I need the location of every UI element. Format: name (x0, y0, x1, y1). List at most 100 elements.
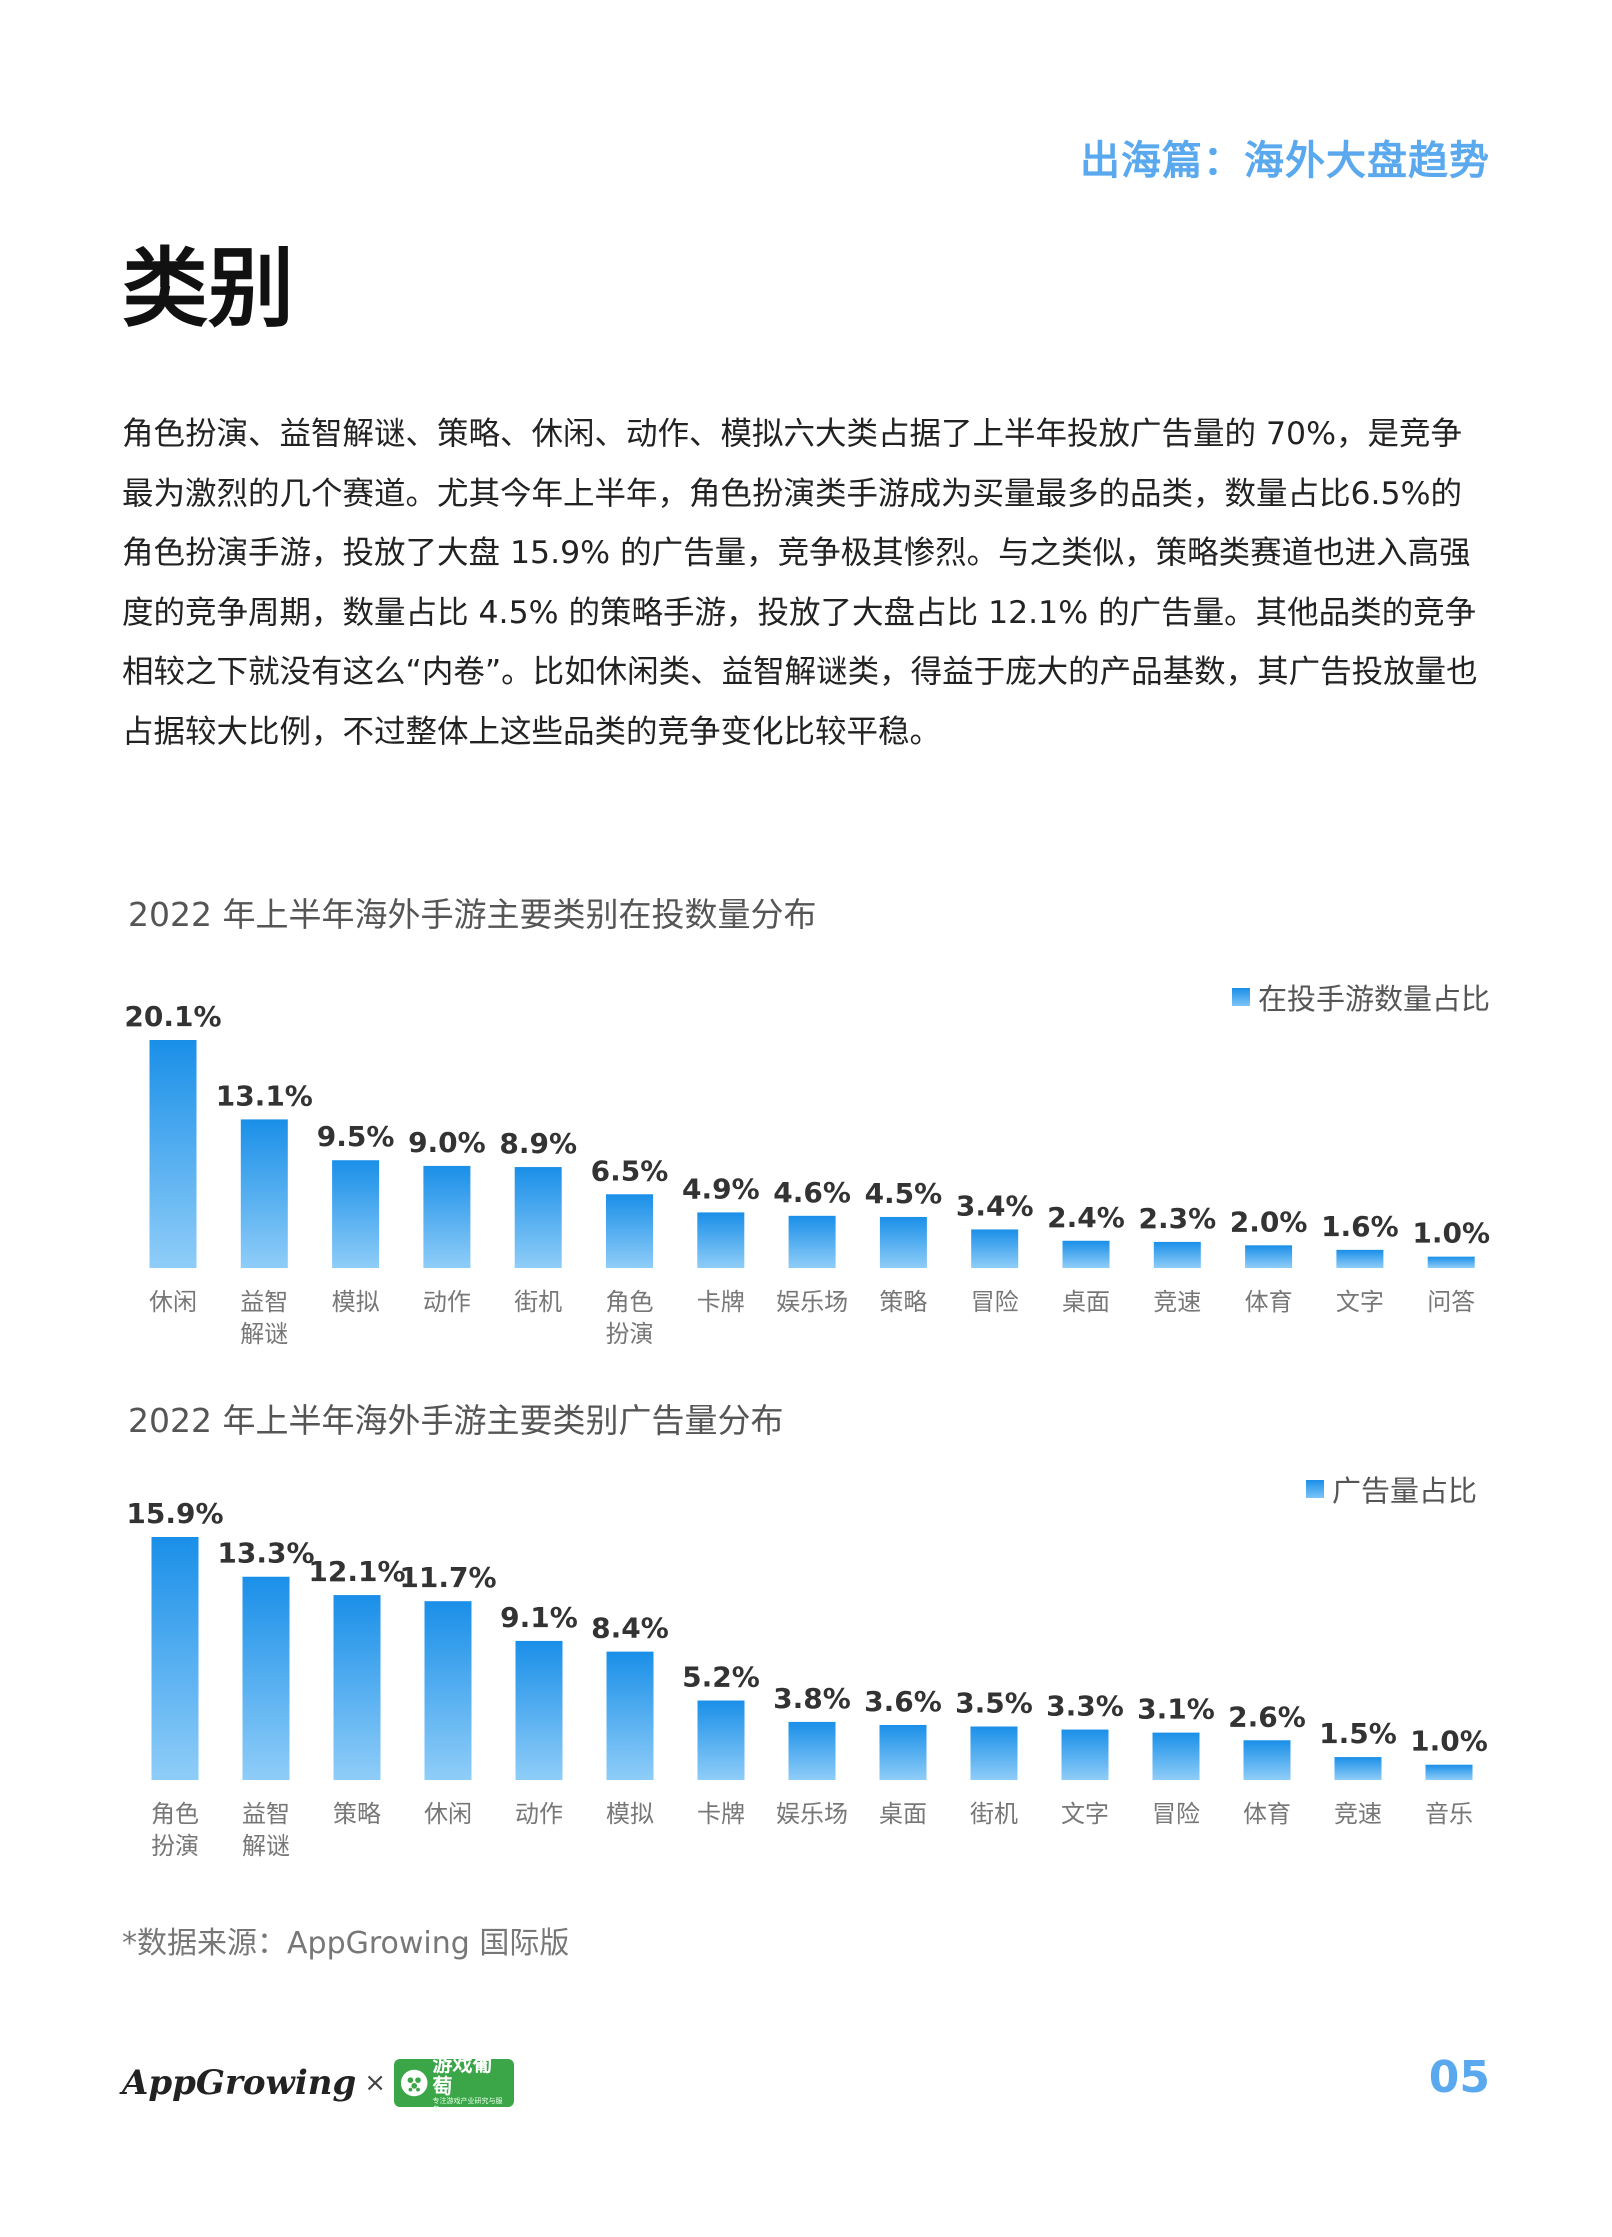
chart-1-category-label: 休闲 (149, 1288, 197, 1316)
chart-1-value-label: 1.6% (1321, 1210, 1399, 1243)
chart-1-bar (697, 1212, 745, 1268)
chart-1-category-label: 角色 (606, 1288, 654, 1316)
chart-2-category-label: 娱乐场 (776, 1800, 848, 1828)
chart-1-bar (1336, 1249, 1384, 1268)
chart-1-category-label: 问答 (1427, 1288, 1475, 1316)
chart-2-category-label: 益智 (242, 1800, 290, 1828)
chart-1-value-label: 13.1% (216, 1079, 313, 1112)
chart-1-category-label: 体育 (1245, 1288, 1293, 1316)
chart-2-value-label: 13.3% (217, 1537, 314, 1570)
chart-1-bar (423, 1165, 471, 1268)
source-note: *数据来源：AppGrowing 国际版 (122, 1926, 570, 1961)
chart-2-legend-label: 广告量占比 (1332, 1474, 1478, 1508)
chart-2-value-label: 15.9% (126, 1497, 223, 1530)
chart-2-block: 2022 年上半年海外手游主要类别广告量分布 广告量占比 15.9% 角色 扮演 13… (0, 1384, 1612, 1864)
chart-1-category-label: 策略 (879, 1288, 927, 1316)
times-sign: × (364, 2068, 387, 2098)
chart-2-category-label: 文字 (1061, 1800, 1109, 1828)
chart-1-bar (149, 1040, 197, 1268)
chart-2-legend: 广告量占比 (1306, 1468, 1477, 1510)
grape-icon (400, 2069, 428, 2097)
chart-1-bar (1062, 1240, 1110, 1268)
chart-1-category-label: 街机 (514, 1288, 562, 1316)
chart-1-legend-label: 在投手游数量占比 (1258, 982, 1491, 1016)
chart-2-svg: 15.9% 角色扮演 13.3% 益智解谜 12.1% 策略 11.7% 休闲 9.1% 动作 8.… (126, 1497, 1488, 1860)
chart-2-bar (606, 1651, 654, 1780)
chart-2-bar (1243, 1740, 1291, 1780)
footer-logo: AppGrowing × 游戏葡萄 专注游戏产业研究与服务 (122, 2053, 515, 2113)
chart-2-value-label: 3.8% (773, 1682, 851, 1715)
chart-2-title: 2022 年上半年海外手游主要类别广告量分布 (128, 1401, 784, 1440)
legend-swatch-icon (1306, 1480, 1324, 1498)
chart-1-svg: 20.1% 休闲 13.1% 益智解谜 9.5% 模拟 9.0% 动作 8.9% 街机 6.5% 角色… (124, 1000, 1490, 1348)
chart-1-category-label: 桌面 (1062, 1288, 1110, 1316)
chart-2-bar (333, 1595, 381, 1780)
chart-2-bar (970, 1726, 1018, 1780)
chart-1-category-label: 文字 (1336, 1288, 1384, 1316)
chart-1-value-label: 1.0% (1412, 1217, 1490, 1250)
page-number: 05 (1428, 2052, 1490, 2103)
chart-2-value-label: 3.3% (1046, 1690, 1124, 1723)
chart-1-bar (971, 1229, 1019, 1268)
chart-1-bar (1153, 1241, 1201, 1268)
section-tag: 出海篇：海外大盘趋势 (1080, 138, 1490, 184)
appgrowing-logo: AppGrowing (122, 2063, 357, 2103)
chart-2-category-label: 冒险 (1152, 1800, 1200, 1828)
chart-1-category-label: 冒险 (971, 1288, 1019, 1316)
chart-1-category-label: 娱乐场 (776, 1288, 848, 1316)
chart-1-bar (1245, 1245, 1293, 1268)
chart-1-value-label: 2.0% (1230, 1205, 1308, 1238)
chart-1-category-label: 解谜 (240, 1320, 288, 1348)
chart-2-bar (515, 1640, 563, 1780)
chart-1-value-label: 6.5% (591, 1154, 669, 1187)
chart-1-category-label: 模拟 (332, 1288, 380, 1316)
chart-1-category-label: 动作 (423, 1288, 471, 1316)
chart-2-category-label: 休闲 (424, 1800, 472, 1828)
chart-2-value-label: 12.1% (308, 1555, 405, 1588)
chart-1-value-label: 20.1% (124, 1000, 221, 1033)
chart-2-category-label: 角色 (151, 1800, 199, 1828)
chart-2-category-label: 街机 (970, 1800, 1018, 1828)
chart-1-value-label: 4.5% (865, 1177, 943, 1210)
chart-1-legend: 在投手游数量占比 (1232, 976, 1490, 1018)
chart-1-bar (788, 1215, 836, 1268)
chart-1-bar (514, 1167, 562, 1268)
chart-2-category-label: 策略 (333, 1800, 381, 1828)
chart-2-bar (1061, 1729, 1109, 1780)
chart-2-bar (1152, 1732, 1200, 1780)
partner-logo-text: 游戏葡萄 (432, 2052, 493, 2098)
chart-1-category-label: 竞速 (1153, 1288, 1201, 1316)
chart-2-category-label: 模拟 (606, 1800, 654, 1828)
chart-2-value-label: 5.2% (682, 1661, 760, 1694)
chart-2-value-label: 11.7% (399, 1561, 496, 1594)
chart-1-value-label: 9.5% (317, 1120, 395, 1153)
chart-2-value-label: 3.5% (955, 1687, 1033, 1720)
chart-2-bar (151, 1537, 199, 1780)
legend-swatch-icon (1232, 988, 1250, 1006)
chart-2-category-label: 解谜 (242, 1832, 290, 1860)
partner-logo-subtext: 专注游戏产业研究与服务 (432, 2097, 503, 2113)
body-paragraph: 角色扮演、益智解谜、策略、休闲、动作、模拟六大类占据了上半年投放广告量的 70%… (122, 416, 1478, 750)
chart-2-value-label: 3.1% (1137, 1693, 1215, 1726)
chart-2-bar (788, 1721, 836, 1780)
chart-2-category-label: 竞速 (1334, 1800, 1382, 1828)
chart-1-bar (240, 1119, 288, 1268)
chart-2-value-label: 1.0% (1410, 1725, 1488, 1758)
chart-1-value-label: 4.9% (682, 1172, 760, 1205)
chart-1-value-label: 3.4% (956, 1189, 1034, 1222)
chart-1-category-label: 扮演 (606, 1320, 654, 1348)
chart-2-category-label: 体育 (1243, 1800, 1291, 1828)
chart-2-value-label: 9.1% (500, 1601, 578, 1634)
chart-1-category-label: 益智 (240, 1288, 288, 1316)
chart-1-title: 2022 年上半年海外手游主要类别在投数量分布 (128, 895, 817, 934)
chart-2-value-label: 2.6% (1228, 1700, 1306, 1733)
chart-1-bar (1427, 1256, 1475, 1268)
chart-1-block: 2022 年上半年海外手游主要类别在投数量分布 在投手游数量占比 20.1% 休闲… (0, 880, 1612, 1360)
chart-2-value-label: 8.4% (591, 1612, 669, 1645)
chart-1-value-label: 9.0% (408, 1126, 486, 1159)
chart-2-value-label: 1.5% (1319, 1717, 1397, 1750)
page-title: 类别 (122, 239, 294, 339)
chart-2-bar (697, 1700, 745, 1780)
chart-1-value-label: 2.4% (1047, 1201, 1125, 1234)
chart-2-bar (879, 1724, 927, 1780)
